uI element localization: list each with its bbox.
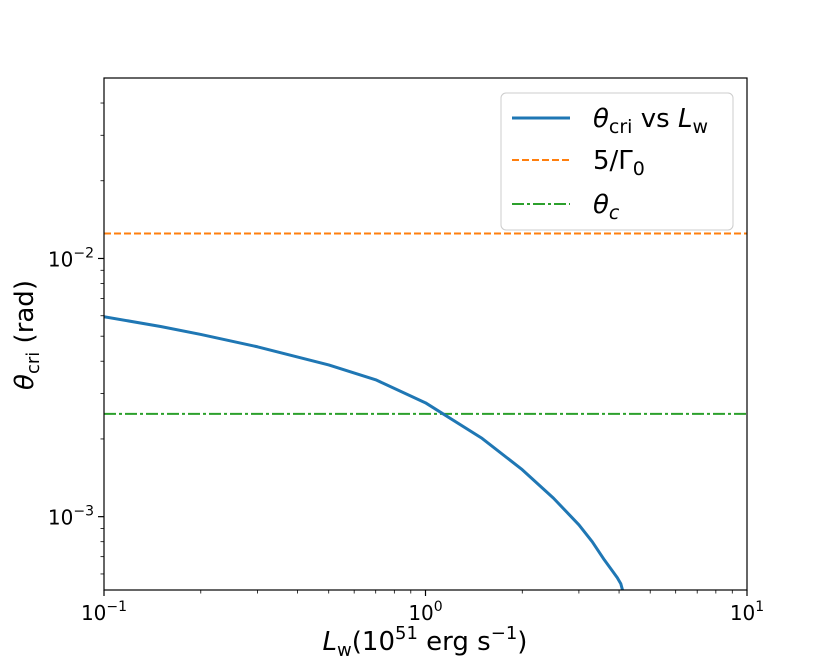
y-tick-label-1: 10−2 <box>48 245 94 271</box>
x-tick-label-1: 100 <box>408 599 442 625</box>
legend-label-5-gamma0: 5/Γ0 <box>593 146 645 180</box>
y-tick-label-0: 10−3 <box>48 504 94 530</box>
legend: θcri vs Lw 5/Γ0 θc <box>500 92 734 231</box>
legend-box <box>500 92 734 231</box>
x-axis-label: Lw(1051 erg s−1) <box>323 623 528 661</box>
x-tick-label-0: 10−1 <box>81 599 127 625</box>
plot-area <box>104 232 747 590</box>
y-axis-label: θcri (rad) <box>10 280 44 390</box>
ticks: 10−1 100 101 10−3 10−2 <box>48 102 764 625</box>
series-line-0 <box>104 315 624 590</box>
x-tick-label-2: 101 <box>730 599 764 625</box>
legend-label-theta-c: θc <box>593 190 620 224</box>
legend-label-theta-cri: θcri vs Lw <box>593 104 708 138</box>
